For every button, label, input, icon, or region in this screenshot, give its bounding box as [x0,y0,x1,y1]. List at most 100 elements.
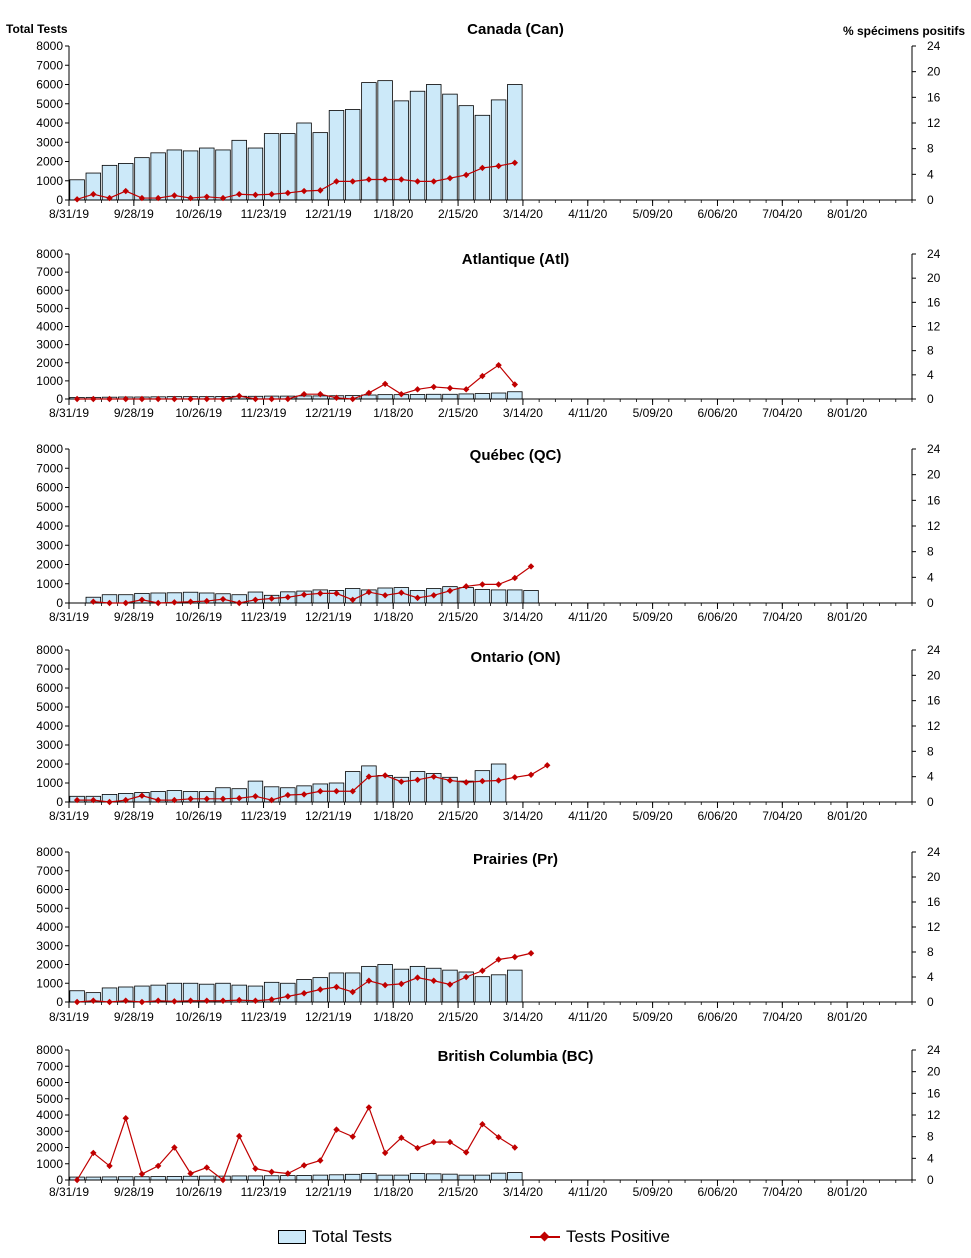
left-tick-label: 3000 [36,1124,63,1138]
point-percent-positive [495,162,502,170]
point-percent-positive [317,590,324,597]
point-percent-positive [430,178,437,185]
point-percent-positive [381,772,389,779]
legend-item-total-tests: Total Tests [278,1222,392,1252]
left-tick-label: 5000 [36,700,63,714]
x-tick-label: 10/26/19 [175,207,222,221]
right-tick-label: 20 [927,870,941,884]
bar-total-tests [393,1174,410,1181]
bar-total-tests [166,1176,183,1181]
chart-title: Ontario (ON) [471,649,561,666]
right-tick-label: 12 [927,719,941,733]
point-percent-positive [73,395,81,403]
right-tick-label: 16 [927,90,941,104]
point-percent-positive [73,998,81,1006]
point-percent-positive [527,563,535,570]
line-percent-positive [76,162,515,200]
bar-total-tests [458,393,474,400]
left-tick-label: 0 [56,596,63,610]
point-percent-positive [138,792,146,799]
right-tick-label: 8 [927,744,934,758]
left-tick-label: 2000 [36,558,63,572]
point-percent-positive [349,395,356,403]
point-percent-positive [106,1162,113,1170]
bar-total-tests [409,394,426,400]
x-tick-label: 9/28/19 [114,207,154,221]
right-tick-label: 24 [927,845,941,859]
point-percent-positive [122,796,129,804]
legend-bar-label: Total Tests [312,1227,393,1246]
x-tick-label: 12/21/19 [305,207,352,221]
point-percent-positive [122,599,129,607]
point-percent-positive [203,795,210,803]
point-percent-positive [365,977,373,984]
left-tick-label: 6000 [36,883,63,897]
bar-total-tests [150,1176,166,1181]
point-percent-positive [219,194,227,202]
point-percent-positive [122,1115,129,1122]
left-tick-label: 1000 [36,577,63,591]
point-percent-positive [495,1134,502,1141]
x-tick-label: 3/14/20 [503,1185,543,1199]
x-tick-label: 10/26/19 [175,610,222,624]
bar-total-tests [263,133,280,201]
x-tick-label: 10/26/19 [175,406,222,420]
left-tick-label: 0 [56,1173,63,1187]
x-tick-label: 4/11/20 [568,1185,607,1199]
point-percent-positive [333,983,340,991]
right-tick-label: 0 [927,795,934,809]
point-percent-positive [203,597,210,605]
x-tick-label: 2/15/20 [438,610,478,624]
left-tick-label: 2000 [36,757,63,771]
point-percent-positive [511,574,519,582]
x-tick-label: 8/31/19 [49,1010,89,1024]
left-tick-label: 2000 [36,356,63,370]
point-percent-positive [398,176,405,183]
point-percent-positive [90,796,97,804]
left-tick-label: 5000 [36,301,63,315]
right-tick-label: 8 [927,142,934,156]
x-tick-label: 6/06/20 [697,1185,737,1199]
point-percent-positive [268,996,275,1003]
bar-total-tests [474,976,491,1003]
point-percent-positive [430,1138,437,1146]
chart-panel-2: Atlantique (Atl) 0 1000 2000 3000 4000 5000 600… [36,247,940,420]
bar-total-tests [345,109,361,201]
point-percent-positive [122,395,129,403]
point-percent-positive [268,395,275,403]
point-percent-positive [381,1149,389,1157]
point-percent-positive [381,981,389,989]
bar-total-tests [490,589,507,604]
x-tick-label: 2/15/20 [438,1010,478,1024]
right-tick-label: 24 [927,39,941,53]
point-percent-positive [252,395,259,403]
left-tick-label: 6000 [36,1076,63,1090]
point-percent-positive [462,1149,470,1156]
x-tick-label: 12/21/19 [305,610,352,624]
x-tick-label: 5/09/20 [633,809,673,823]
bar-total-tests [490,1172,507,1181]
bar-total-tests [474,770,491,803]
bar-total-tests [345,1173,361,1181]
point-percent-positive [300,187,308,195]
point-percent-positive [300,990,308,997]
point-percent-positive [414,776,421,784]
left-tick-label: 4000 [36,1108,63,1122]
right-tick-label: 16 [927,295,941,309]
point-percent-positive [203,1164,210,1171]
left-tick-label: 3000 [36,338,63,352]
x-tick-label: 6/06/20 [697,809,737,823]
left-tick-label: 8000 [36,643,63,657]
x-tick-label: 1/18/20 [373,406,413,420]
point-percent-positive [479,1121,486,1128]
point-percent-positive [398,589,405,596]
x-tick-label: 9/28/19 [114,1185,154,1199]
chart-title: Prairies (Pr) [473,851,558,868]
left-tick-label: 3000 [36,135,63,149]
left-tick-label: 0 [56,392,63,406]
right-tick-label: 16 [927,694,941,708]
point-percent-positive [90,191,97,198]
x-tick-label: 5/09/20 [633,1010,673,1024]
point-percent-positive [349,1133,356,1140]
